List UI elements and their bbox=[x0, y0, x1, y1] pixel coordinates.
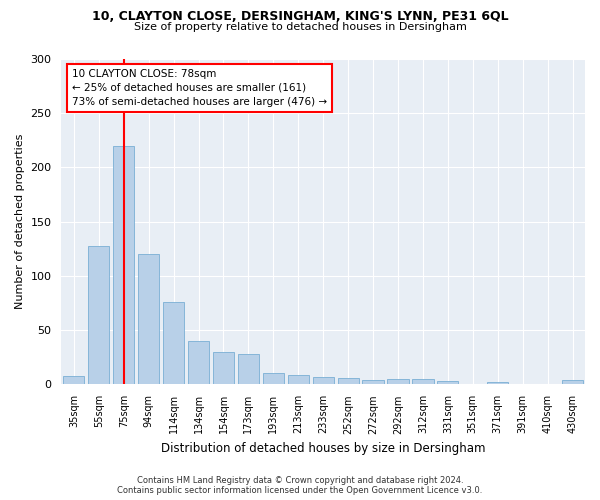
Bar bbox=[88, 246, 109, 384]
Y-axis label: Number of detached properties: Number of detached properties bbox=[15, 134, 25, 310]
Bar bbox=[263, 372, 284, 384]
Bar bbox=[138, 254, 159, 384]
Bar bbox=[213, 352, 234, 384]
Bar bbox=[388, 379, 409, 384]
Bar bbox=[437, 381, 458, 384]
Text: Size of property relative to detached houses in Dersingham: Size of property relative to detached ho… bbox=[134, 22, 466, 32]
Bar bbox=[562, 380, 583, 384]
Bar bbox=[362, 380, 383, 384]
Bar bbox=[113, 146, 134, 384]
Bar bbox=[313, 377, 334, 384]
X-axis label: Distribution of detached houses by size in Dersingham: Distribution of detached houses by size … bbox=[161, 442, 485, 455]
Bar bbox=[287, 374, 309, 384]
Text: Contains HM Land Registry data © Crown copyright and database right 2024.
Contai: Contains HM Land Registry data © Crown c… bbox=[118, 476, 482, 495]
Text: 10, CLAYTON CLOSE, DERSINGHAM, KING'S LYNN, PE31 6QL: 10, CLAYTON CLOSE, DERSINGHAM, KING'S LY… bbox=[92, 10, 508, 23]
Bar bbox=[188, 341, 209, 384]
Text: 10 CLAYTON CLOSE: 78sqm
← 25% of detached houses are smaller (161)
73% of semi-d: 10 CLAYTON CLOSE: 78sqm ← 25% of detache… bbox=[72, 69, 327, 107]
Bar bbox=[63, 376, 85, 384]
Bar bbox=[238, 354, 259, 384]
Bar bbox=[163, 302, 184, 384]
Bar bbox=[487, 382, 508, 384]
Bar bbox=[412, 379, 434, 384]
Bar bbox=[338, 378, 359, 384]
